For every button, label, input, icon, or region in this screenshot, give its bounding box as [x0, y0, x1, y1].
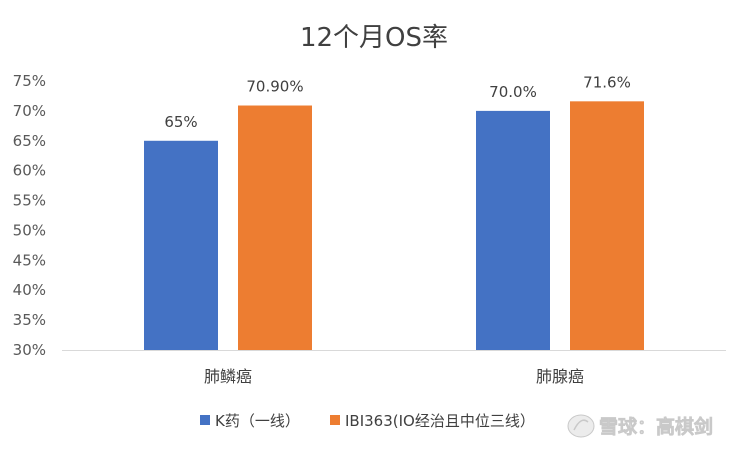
legend-swatch	[200, 415, 210, 425]
y-tick-label: 30%	[13, 341, 46, 359]
data-label: 70.0%	[489, 83, 537, 101]
bar-series-1-cat-1	[570, 101, 644, 350]
bar-series-0-cat-0	[144, 140, 218, 350]
watermark: 雪球：高棋剑	[567, 414, 713, 438]
y-tick-label: 45%	[13, 251, 46, 269]
bars	[144, 101, 644, 351]
legend: K药（一线） IBI363(IO经治且中位三线）	[200, 412, 535, 430]
y-tick-label: 55%	[13, 192, 46, 210]
y-tick-label: 50%	[13, 221, 46, 239]
data-label: 70.90%	[246, 78, 303, 96]
data-labels: 65% 70.90% 70.0% 71.6%	[164, 73, 631, 130]
chart-title: 12个月OS率	[300, 23, 448, 53]
y-tick-label: 40%	[13, 281, 46, 299]
data-label: 71.6%	[583, 73, 631, 91]
data-label: 65%	[164, 113, 197, 131]
legend-label: K药（一线）	[215, 412, 300, 430]
bar-series-0-cat-1	[476, 110, 550, 350]
legend-swatch	[330, 415, 340, 425]
legend-label: IBI363(IO经治且中位三线）	[345, 412, 535, 430]
snowball-logo-icon	[567, 414, 595, 438]
y-tick-label: 65%	[13, 132, 46, 150]
x-tick-label: 肺鳞癌	[204, 367, 252, 386]
x-tick-label: 肺腺癌	[536, 367, 584, 386]
y-axis: 30% 35% 40% 45% 50% 55% 60% 65% 70% 75%	[13, 72, 46, 359]
y-tick-label: 70%	[13, 102, 46, 120]
bar-series-1-cat-0	[238, 105, 312, 351]
x-axis: 肺鳞癌 肺腺癌	[204, 367, 584, 386]
y-tick-label: 60%	[13, 162, 46, 180]
y-tick-label: 75%	[13, 72, 46, 90]
watermark-text: 雪球：高棋剑	[599, 415, 713, 438]
y-tick-label: 35%	[13, 311, 46, 329]
